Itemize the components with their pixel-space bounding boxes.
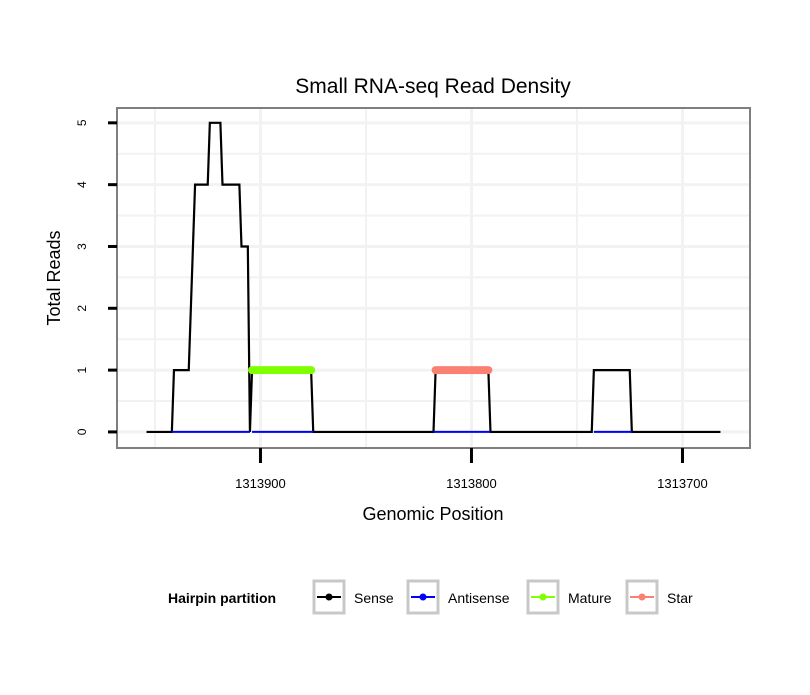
legend-key-point <box>419 593 427 601</box>
y-tick-label: 4 <box>75 181 89 188</box>
series-sense-line <box>146 121 721 434</box>
y-axis-label: Total Reads <box>44 230 64 325</box>
legend-key-point <box>539 593 547 601</box>
y-tick-label: 5 <box>75 119 89 126</box>
legend-key-point <box>638 593 646 601</box>
legend-label-mature: Mature <box>568 590 612 606</box>
y-tick-label: 2 <box>75 305 89 312</box>
legend-label-sense: Sense <box>354 590 394 606</box>
x-tick-label: 1313800 <box>446 476 497 491</box>
x-tick-label: 1313900 <box>235 476 286 491</box>
legend-label-star: Star <box>667 590 693 606</box>
series-star-point <box>484 366 493 375</box>
y-tick-label: 1 <box>75 366 89 373</box>
legend-label-antisense: Antisense <box>448 590 510 606</box>
legend-title: Hairpin partition <box>168 590 276 606</box>
x-axis-label: Genomic Position <box>362 504 503 524</box>
y-tick-label: 3 <box>75 243 89 250</box>
y-tick-label: 0 <box>75 428 89 435</box>
legend: Hairpin partition Sense Antisense Mature St… <box>168 579 693 615</box>
x-tick-label: 1313700 <box>657 476 708 491</box>
chart-title: Small RNA-seq Read Density <box>295 75 571 98</box>
legend-key-point <box>325 593 333 601</box>
series-mature-point <box>307 366 316 375</box>
